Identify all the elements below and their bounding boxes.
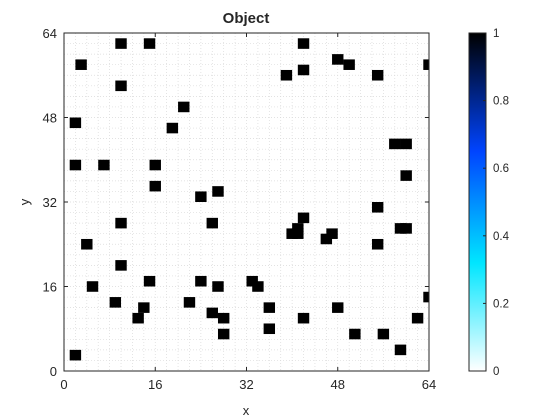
x-tick-label: 16 <box>148 377 162 392</box>
x-tick-label: 48 <box>331 377 345 392</box>
object-cell <box>149 180 161 192</box>
object-cell <box>400 170 412 181</box>
object-cell <box>389 138 401 150</box>
y-axis-ticks: 0 16 32 48 64 <box>43 26 429 379</box>
colorbar-tick-label: 0.8 <box>493 96 509 108</box>
object-cell <box>81 238 93 250</box>
object-cell <box>69 349 82 361</box>
object-cell <box>212 186 224 197</box>
object-cell <box>109 297 122 308</box>
colorbar-tick-label: 1 <box>493 28 499 40</box>
object-cell <box>400 223 412 234</box>
cells <box>69 38 429 361</box>
y-tick-label: 0 <box>50 364 57 379</box>
x-tick-label: 32 <box>239 377 253 392</box>
x-axis-ticks: 0 16 32 48 64 <box>60 33 436 392</box>
object-cell <box>263 323 276 335</box>
object-cell <box>86 281 99 292</box>
x-axis-label: x <box>243 403 250 418</box>
object-cell <box>206 217 218 229</box>
object-cell <box>183 297 196 308</box>
colorbar-tick-label: 0.2 <box>493 298 509 310</box>
object-cell <box>423 291 429 303</box>
object-cell <box>343 59 355 70</box>
object-cell <box>411 312 424 324</box>
object-cell <box>423 59 429 70</box>
object-cell <box>371 69 384 81</box>
y-axis-label: y <box>17 198 32 205</box>
object-cell <box>206 307 218 319</box>
object-cell <box>394 344 407 356</box>
colorbar-ticks: 0 0.2 0.4 0.6 0.8 1 <box>483 28 510 378</box>
object-cell <box>292 228 304 239</box>
object-cell <box>138 302 150 313</box>
y-tick-label: 64 <box>43 26 57 41</box>
object-cell <box>115 260 127 271</box>
object-cell <box>371 238 384 250</box>
object-cell <box>400 138 412 150</box>
object-cell <box>166 122 179 134</box>
object-cell <box>349 328 361 340</box>
object-cell <box>320 233 333 245</box>
object-cell <box>212 281 224 292</box>
object-cell <box>69 117 82 129</box>
object-cell <box>195 275 207 287</box>
object-cell <box>332 54 344 65</box>
x-tick-label: 0 <box>60 377 67 392</box>
object-cell <box>178 101 190 113</box>
object-cell <box>115 80 127 92</box>
object-cell <box>297 64 310 76</box>
object-cell <box>115 217 127 229</box>
object-cell <box>217 312 230 324</box>
chart-title: Object <box>223 10 270 27</box>
y-tick-label: 32 <box>43 195 57 210</box>
colorbar-tick-label: 0.6 <box>493 163 509 175</box>
object-cell <box>69 159 82 171</box>
object-cell <box>377 328 390 340</box>
object-cell <box>143 38 156 49</box>
x-tick-label: 64 <box>422 377 436 392</box>
y-tick-label: 16 <box>43 280 57 295</box>
colorbar-gradient <box>468 32 487 372</box>
object-cell <box>263 302 276 313</box>
y-tick-label: 48 <box>43 111 57 126</box>
grid <box>64 33 429 371</box>
object-cell <box>297 38 310 49</box>
object-cell <box>98 159 110 171</box>
object-cell <box>280 69 293 81</box>
object-cell <box>252 281 264 292</box>
object-cell <box>371 202 384 213</box>
object-cell <box>217 328 230 340</box>
object-cell <box>297 312 310 324</box>
object-cell <box>149 159 161 171</box>
colorbar: 0 0.2 0.4 0.6 0.8 1 <box>468 28 510 378</box>
object-cell <box>332 302 344 313</box>
object-cell <box>75 59 87 70</box>
object-cell <box>115 38 127 49</box>
plot-area: 0 16 32 48 64 0 16 32 48 64 <box>43 26 437 392</box>
object-cell <box>143 275 156 287</box>
colorbar-tick-label: 0.4 <box>493 231 510 243</box>
colorbar-tick-label: 0 <box>493 366 499 378</box>
object-cell <box>297 212 310 224</box>
object-cell <box>195 191 207 202</box>
object-cell <box>132 312 144 324</box>
